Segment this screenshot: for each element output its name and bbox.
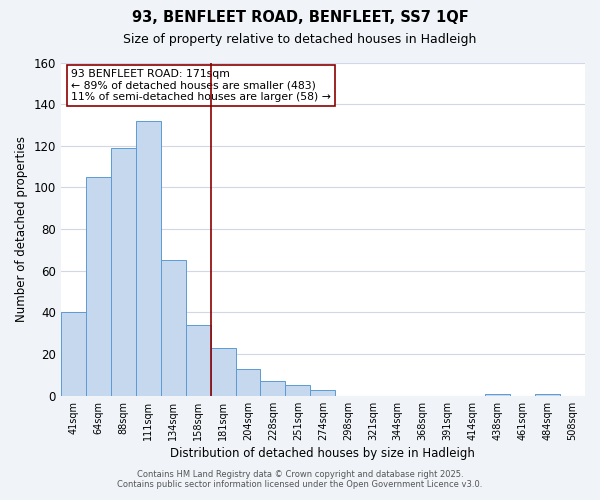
Bar — [310, 390, 335, 396]
Bar — [86, 177, 111, 396]
Text: Size of property relative to detached houses in Hadleigh: Size of property relative to detached ho… — [124, 32, 476, 46]
Bar — [286, 386, 310, 396]
Bar — [61, 312, 86, 396]
Bar — [485, 394, 510, 396]
Text: 93, BENFLEET ROAD, BENFLEET, SS7 1QF: 93, BENFLEET ROAD, BENFLEET, SS7 1QF — [131, 10, 469, 25]
Bar — [260, 381, 286, 396]
X-axis label: Distribution of detached houses by size in Hadleigh: Distribution of detached houses by size … — [170, 447, 475, 460]
Bar — [136, 121, 161, 396]
Bar — [236, 368, 260, 396]
Bar — [185, 325, 211, 396]
Y-axis label: Number of detached properties: Number of detached properties — [15, 136, 28, 322]
Text: 93 BENFLEET ROAD: 171sqm
← 89% of detached houses are smaller (483)
11% of semi-: 93 BENFLEET ROAD: 171sqm ← 89% of detach… — [71, 69, 331, 102]
Bar — [535, 394, 560, 396]
Bar — [211, 348, 236, 396]
Bar — [161, 260, 185, 396]
Bar — [111, 148, 136, 396]
Text: Contains HM Land Registry data © Crown copyright and database right 2025.
Contai: Contains HM Land Registry data © Crown c… — [118, 470, 482, 489]
